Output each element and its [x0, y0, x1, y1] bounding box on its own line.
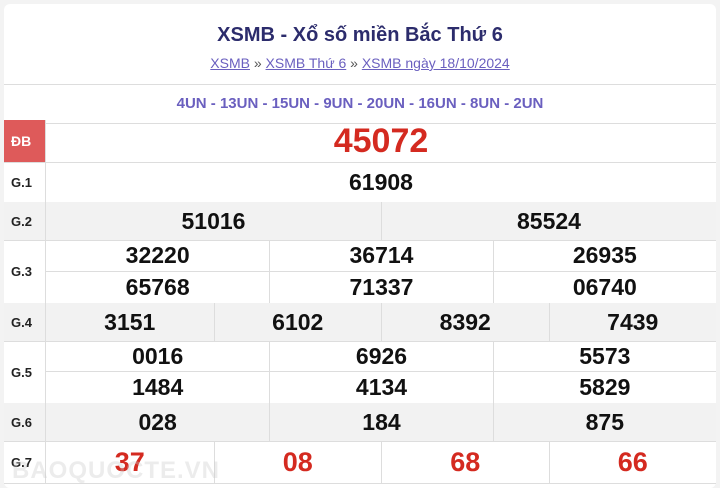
prize-number: 028 — [138, 408, 177, 435]
prize-number: 71337 — [269, 271, 492, 303]
prize-label: G.1 — [4, 162, 46, 202]
page-title: XSMB - Xổ số miền Bắc Thứ 6 — [217, 24, 503, 46]
prize-number: 26935 — [492, 240, 716, 272]
prize-number: 37 — [114, 446, 145, 477]
prize-label: G.5 — [4, 341, 46, 403]
prize-number: 6926 — [269, 341, 493, 372]
prize-number: 45072 — [333, 121, 429, 160]
prize-row-g5: G.5 0016 6926 5573 1484 4134 5829 — [4, 341, 716, 404]
prize-number: 3151 — [104, 308, 156, 335]
prize-row-g2: G.2 51016 85524 — [4, 202, 716, 241]
prize-label: G.2 — [4, 202, 46, 240]
prize-row-g3: G.3 32220 36714 26935 65768 71337 06740 — [4, 240, 716, 304]
prize-label: G.3 — [4, 240, 46, 303]
prize-number: 184 — [269, 403, 492, 441]
prize-row-g4: G.4 3151 6102 8392 7439 — [4, 303, 716, 342]
prize-row-g1: G.1 61908 — [4, 162, 716, 203]
breadcrumb: XSMB » XSMB Thứ 6 » XSMB ngày 18/10/2024 — [4, 55, 716, 71]
prize-number: 51016 — [181, 207, 246, 234]
prize-row-g7: G.7 37 08 68 66 — [4, 441, 716, 484]
special-codes: 4UN - 13UN - 15UN - 9UN - 20UN - 16UN - … — [4, 84, 716, 124]
prize-number: 0016 — [46, 341, 270, 372]
prize-label: ĐB — [4, 120, 46, 162]
prize-number: 5829 — [492, 372, 716, 403]
prize-number: 7439 — [548, 303, 717, 341]
prize-number: 68 — [381, 441, 549, 483]
prize-number: 61908 — [349, 168, 413, 195]
prize-number: 5573 — [492, 341, 716, 372]
prize-number: 32220 — [46, 240, 270, 272]
prize-label: G.4 — [4, 303, 46, 341]
prize-number: 1484 — [132, 374, 184, 400]
breadcrumb-sep: » — [253, 55, 262, 71]
prize-number: 85524 — [381, 202, 716, 240]
prize-label: G.7 — [4, 441, 46, 483]
prize-row-db: ĐB 45072 — [4, 120, 716, 163]
prize-number: 875 — [492, 403, 716, 441]
prize-number: 6102 — [213, 303, 382, 341]
breadcrumb-sep: » — [350, 55, 358, 71]
results-card: XSMB - Xổ số miền Bắc Thứ 6 XSMB » XSMB … — [4, 4, 716, 488]
prize-number: 08 — [213, 441, 382, 483]
breadcrumb-xsmb-thu6[interactable]: XSMB Thứ 6 — [265, 55, 347, 71]
prize-number: 36714 — [269, 240, 493, 272]
prize-number: 4134 — [269, 372, 492, 403]
prize-number: 66 — [548, 441, 717, 483]
prize-number: 8392 — [381, 303, 549, 341]
prize-number: 65768 — [125, 273, 190, 300]
breadcrumb-xsmb[interactable]: XSMB — [210, 55, 250, 71]
prize-number: 06740 — [492, 271, 716, 303]
watermark: BAOQUOCTE.VN — [12, 457, 221, 484]
prize-label: G.6 — [4, 403, 46, 441]
breadcrumb-xsmb-date[interactable]: XSMB ngày 18/10/2024 — [361, 55, 510, 71]
prize-row-g6: G.6 028 184 875 — [4, 403, 716, 442]
